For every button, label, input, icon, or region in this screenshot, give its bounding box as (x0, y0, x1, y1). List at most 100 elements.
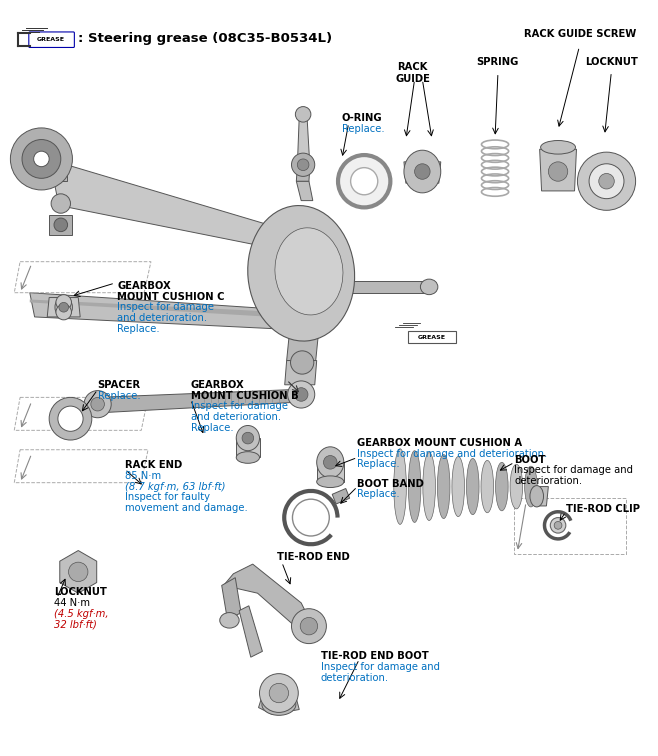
Circle shape (550, 518, 566, 533)
Polygon shape (408, 331, 456, 343)
Ellipse shape (423, 453, 436, 520)
Text: LOCKNUT: LOCKNUT (54, 587, 107, 597)
Polygon shape (316, 463, 344, 482)
Circle shape (415, 164, 430, 179)
Polygon shape (287, 331, 318, 361)
Ellipse shape (316, 476, 344, 488)
Text: Replace.: Replace. (342, 124, 384, 134)
Text: 85 N·m: 85 N·m (125, 471, 161, 481)
Text: 32 lbf·ft): 32 lbf·ft) (54, 619, 97, 629)
Text: BOOT BAND: BOOT BAND (357, 479, 424, 489)
Ellipse shape (541, 141, 576, 154)
Circle shape (578, 152, 636, 210)
Text: Replace.: Replace. (191, 423, 234, 432)
Circle shape (68, 562, 88, 581)
Circle shape (288, 381, 315, 408)
Polygon shape (285, 361, 316, 385)
Circle shape (599, 173, 615, 189)
Polygon shape (236, 438, 259, 457)
Text: Replace.: Replace. (117, 324, 160, 333)
Text: deterioration.: deterioration. (515, 476, 582, 486)
Circle shape (22, 140, 61, 178)
Circle shape (324, 456, 337, 469)
Circle shape (269, 683, 289, 703)
Circle shape (554, 522, 562, 529)
Text: deterioration.: deterioration. (320, 673, 389, 683)
Ellipse shape (438, 454, 450, 519)
Circle shape (291, 351, 314, 374)
Polygon shape (296, 181, 313, 200)
Ellipse shape (481, 460, 494, 513)
Text: : Steering grease (08C35-B0534L): : Steering grease (08C35-B0534L) (78, 33, 332, 45)
Circle shape (548, 162, 568, 181)
Circle shape (589, 164, 624, 199)
Text: Inspect for damage: Inspect for damage (191, 401, 288, 411)
Text: O-RING: O-RING (342, 113, 382, 123)
Polygon shape (47, 298, 80, 317)
Text: SPACER: SPACER (97, 380, 141, 390)
Ellipse shape (409, 451, 421, 522)
Circle shape (338, 155, 390, 207)
Circle shape (54, 218, 68, 231)
Text: GREASE: GREASE (37, 37, 65, 42)
Ellipse shape (55, 296, 72, 318)
Text: RACK GUIDE SCREW: RACK GUIDE SCREW (524, 29, 636, 39)
Circle shape (242, 432, 254, 444)
Ellipse shape (404, 150, 441, 193)
Polygon shape (30, 293, 330, 331)
Text: MOUNT CUSHION B: MOUNT CUSHION B (191, 391, 298, 401)
Text: GEARBOX: GEARBOX (191, 380, 244, 390)
Text: and deterioration.: and deterioration. (191, 412, 281, 422)
Ellipse shape (495, 463, 508, 511)
Ellipse shape (250, 210, 342, 327)
Text: RACK
GUIDE: RACK GUIDE (395, 62, 430, 84)
Ellipse shape (248, 206, 355, 341)
Circle shape (91, 398, 105, 411)
Circle shape (300, 618, 318, 635)
Text: Inspect for damage and: Inspect for damage and (320, 662, 440, 672)
Polygon shape (259, 695, 299, 714)
Text: Replace.: Replace. (357, 489, 400, 500)
Ellipse shape (393, 449, 407, 525)
Text: Inspect for damage and deterioration.: Inspect for damage and deterioration. (357, 449, 547, 459)
FancyBboxPatch shape (29, 32, 74, 48)
Text: (8.7 kgf·m, 63 lbf·ft): (8.7 kgf·m, 63 lbf·ft) (125, 482, 225, 491)
Text: 44 N·m: 44 N·m (54, 598, 90, 608)
Ellipse shape (220, 612, 239, 628)
Polygon shape (345, 281, 427, 293)
Circle shape (51, 194, 70, 213)
Polygon shape (296, 166, 310, 181)
Text: MOUNT CUSHION C: MOUNT CUSHION C (117, 292, 224, 302)
Ellipse shape (467, 458, 479, 515)
Circle shape (297, 159, 309, 171)
Ellipse shape (420, 279, 438, 295)
Ellipse shape (510, 464, 522, 509)
Text: TIE-ROD CLIP: TIE-ROD CLIP (566, 504, 640, 514)
Polygon shape (30, 299, 320, 320)
Polygon shape (540, 149, 576, 191)
Ellipse shape (236, 451, 259, 463)
Polygon shape (54, 165, 66, 181)
Text: (4.5 kgf·m,: (4.5 kgf·m, (54, 609, 109, 618)
Circle shape (259, 674, 298, 712)
Text: GEARBOX: GEARBOX (117, 281, 171, 291)
Circle shape (84, 391, 111, 418)
Circle shape (49, 398, 92, 440)
Ellipse shape (236, 426, 259, 451)
Text: and deterioration.: and deterioration. (117, 313, 207, 323)
Text: TIE-ROD END: TIE-ROD END (277, 553, 349, 562)
Text: Inspect for faulty: Inspect for faulty (125, 492, 210, 503)
Circle shape (59, 302, 68, 312)
Polygon shape (97, 389, 296, 413)
Ellipse shape (530, 485, 544, 507)
Text: Replace.: Replace. (97, 391, 140, 401)
Ellipse shape (275, 228, 343, 315)
Polygon shape (49, 215, 72, 234)
Ellipse shape (316, 447, 344, 478)
Circle shape (351, 168, 378, 195)
Ellipse shape (262, 694, 296, 715)
Circle shape (56, 305, 72, 320)
Polygon shape (532, 487, 548, 506)
Text: SPRING: SPRING (476, 57, 519, 67)
Polygon shape (222, 578, 241, 621)
